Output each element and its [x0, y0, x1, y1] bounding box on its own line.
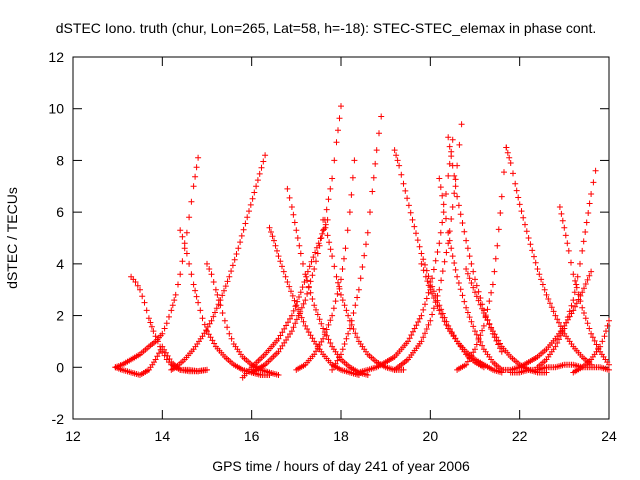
series-4 [168, 152, 269, 373]
y-tick-label: -2 [52, 411, 65, 427]
series-marks [436, 175, 505, 373]
series-marks [534, 167, 599, 371]
y-tick-label: 4 [56, 256, 64, 272]
series-15 [418, 260, 505, 376]
series-8 [284, 185, 371, 378]
series-17 [391, 121, 465, 373]
series-marks [112, 154, 202, 371]
y-tick-label: 8 [56, 152, 64, 168]
series-16 [436, 175, 505, 373]
y-tick-label: 12 [48, 49, 64, 65]
x-axis: 12 14 16 18 20 22 24 [65, 57, 617, 444]
y-tick-label: 6 [56, 204, 64, 220]
y-axis: -2 0 2 4 6 8 10 12 [48, 49, 609, 427]
y-tick-label: 10 [48, 101, 64, 117]
series-marks [168, 152, 269, 373]
series-12 [329, 113, 385, 373]
series-marks [177, 227, 273, 378]
series-20 [503, 144, 595, 368]
series-19 [454, 144, 510, 373]
series-0 [112, 154, 202, 371]
x-tick-label: 12 [65, 428, 81, 444]
x-axis-label: GPS time / hours of day 241 of year 2006 [212, 458, 470, 474]
x-tick-label: 24 [601, 428, 617, 444]
series-marks [239, 216, 331, 381]
x-tick-label: 16 [244, 428, 260, 444]
series-24 [534, 167, 599, 371]
series-marks [329, 113, 385, 373]
chart-title: dSTEC Iono. truth (chur, Lon=265, Lat=58… [56, 20, 596, 36]
series-6 [239, 216, 331, 381]
series-marks [445, 134, 505, 355]
series-18 [445, 134, 505, 355]
series-9 [248, 103, 344, 376]
series-marks [293, 157, 358, 373]
x-tick-label: 20 [423, 428, 439, 444]
x-tick-label: 22 [512, 428, 528, 444]
y-tick-label: 2 [56, 308, 64, 324]
series-14 [355, 136, 456, 376]
x-tick-label: 18 [333, 428, 349, 444]
series-marks [503, 144, 595, 368]
series-marks [507, 361, 612, 376]
series-marks [355, 136, 456, 376]
series-marks [248, 103, 344, 376]
series-3 [177, 227, 273, 378]
data-points [112, 103, 612, 381]
series-marks [418, 260, 505, 376]
series-marks [454, 144, 510, 373]
y-tick-label: 0 [56, 359, 64, 375]
series-26 [507, 361, 612, 376]
x-tick-label: 14 [155, 428, 171, 444]
series-marks [284, 185, 371, 378]
series-11 [293, 157, 358, 373]
series-marks [391, 121, 465, 373]
y-axis-label: dSTEC / TECUs [4, 187, 20, 289]
